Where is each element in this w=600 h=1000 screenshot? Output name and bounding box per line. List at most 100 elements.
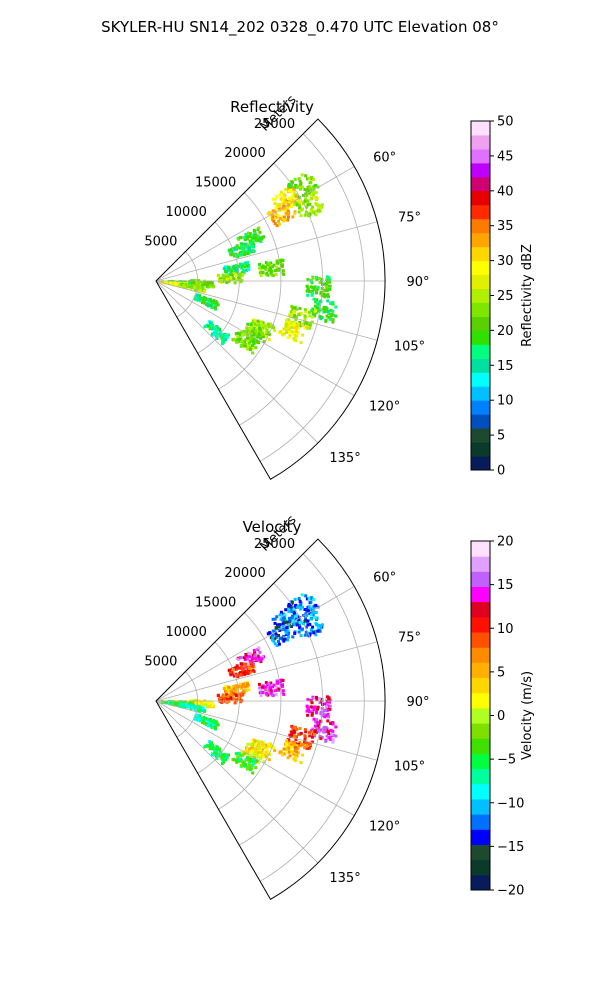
reflectivity-sector (156, 119, 385, 480)
colorbar-tick-label: 50 (497, 115, 514, 130)
range-tick-label: 25000 (254, 117, 295, 132)
range-ring (176, 671, 198, 738)
range-ring (197, 641, 240, 774)
colorbar-tick-label: 0 (497, 709, 505, 724)
colorbar-tick-label: 30 (497, 254, 514, 269)
azimuth-tick-label: 120° (369, 819, 400, 834)
range-ring (197, 221, 240, 354)
colorbar-tick-label: 25 (497, 289, 514, 304)
azimuth-spoke (155, 221, 378, 282)
reflectivity-colorbar-label: Reflectivity dBZ (520, 244, 535, 347)
colorbar-tick-label: 40 (497, 184, 514, 199)
azimuth-spoke (155, 280, 378, 341)
range-tick-label: 5000 (144, 655, 177, 670)
velocity-ticks: 5000 10000 15000 20000 25000 60° 75° 90° 105° 120… (144, 537, 429, 886)
colorbar-tick-label: 15 (497, 578, 514, 593)
colorbar-swatch (471, 859, 490, 876)
colorbar-swatch (471, 662, 490, 679)
colorbar-swatch (471, 723, 490, 739)
colorbar-tick-label: −5 (497, 753, 516, 768)
colorbar-swatch (471, 302, 490, 317)
colorbar-swatch (471, 274, 490, 290)
colorbar-swatch (471, 692, 490, 709)
colorbar-swatch (471, 753, 490, 770)
azimuth-spoke (155, 641, 378, 702)
reflectivity-title: Reflectivity (230, 98, 314, 116)
range-tick-label: 20000 (224, 146, 265, 161)
echo-cell (258, 258, 286, 277)
echo-cell (203, 740, 230, 766)
colorbar-swatch (471, 707, 490, 724)
echo-cell (278, 739, 309, 765)
colorbar-swatch (471, 768, 490, 785)
range-tick-label: 5000 (144, 235, 177, 250)
colorbar-swatch (471, 601, 490, 618)
azimuth-tick-label: 135° (329, 871, 360, 886)
sector-frame (155, 538, 386, 901)
colorbar-swatch (471, 386, 490, 401)
colorbar-swatch (471, 874, 490, 891)
sector-background (156, 539, 386, 900)
colorbar-swatch (471, 260, 490, 276)
echo-cell (287, 593, 320, 621)
colorbar-tick-label: 10 (497, 622, 514, 637)
range-ring (176, 251, 198, 318)
azimuth-spoke (155, 280, 355, 396)
echo-cell (179, 282, 207, 293)
colorbar-swatch (471, 121, 490, 136)
colorbar-swatch (471, 456, 490, 471)
azimuth-tick-label: 105° (394, 759, 425, 774)
colorbar-swatch (471, 316, 490, 331)
colorbar-swatch (471, 218, 490, 234)
azimuth-spoke (155, 280, 319, 444)
colorbar-swatch (471, 586, 490, 603)
azimuth-tick-label: 90° (406, 275, 429, 290)
colorbar-tick-label: 5 (497, 429, 505, 444)
colorbar-swatch (471, 134, 490, 150)
colorbar-swatch (471, 428, 490, 443)
reflectivity-colorbar: 0 5 10 15 20 25 30 35 40 45 50 (470, 115, 514, 479)
colorbar-swatch (471, 358, 490, 373)
azimuth-spoke (155, 700, 378, 761)
velocity-sector (156, 539, 386, 900)
range-ring (259, 553, 365, 882)
range-tick-label: 25000 (254, 537, 295, 552)
colorbar-swatch (471, 541, 490, 557)
echo-cell (231, 331, 259, 355)
reflectivity-ticks: 5000 10000 15000 20000 25000 60° 75° 90° 105° 120… (144, 117, 429, 466)
reflectivity-echoes (160, 173, 338, 355)
colorbar-swatch (471, 288, 490, 303)
echo-cell (278, 319, 309, 345)
colorbar-swatch (471, 798, 490, 815)
colorbar-swatch (471, 616, 490, 633)
colorbar-tick-label: −10 (497, 796, 524, 811)
azimuth-spoke (155, 700, 355, 816)
colorbar-tick-label: 35 (497, 219, 514, 234)
azimuth-spoke (155, 586, 355, 702)
velocity-title: Velocity (243, 518, 302, 536)
azimuth-spoke (155, 700, 319, 864)
range-ring (218, 192, 282, 390)
echo-cell (266, 200, 297, 227)
colorbar-swatch (471, 783, 490, 800)
colorbar-swatch (471, 246, 490, 262)
colorbar-tick-label: 45 (497, 149, 514, 164)
colorbar-swatch (471, 204, 490, 220)
colorbar-swatch (471, 814, 490, 830)
azimuth-tick-label: 60° (373, 571, 396, 586)
range-tick-label: 15000 (195, 176, 236, 191)
colorbar-swatch (471, 232, 490, 248)
azimuth-spoke (155, 166, 355, 282)
colorbar-swatch (471, 162, 490, 178)
echo-cell (258, 678, 286, 697)
colorbar-swatch (471, 738, 490, 754)
colorbar-swatch (471, 571, 490, 588)
velocity-colorbar: −20 −15 −10 −5 0 5 10 15 20 (470, 535, 524, 899)
colorbar-swatch (471, 844, 490, 861)
velocity-grid (155, 538, 386, 901)
colorbar-tick-label: 0 (497, 464, 505, 479)
azimuth-tick-label: 75° (398, 631, 421, 646)
colorbar-swatch (471, 677, 490, 694)
echo-cell (305, 275, 332, 299)
echo-cell (227, 661, 256, 679)
